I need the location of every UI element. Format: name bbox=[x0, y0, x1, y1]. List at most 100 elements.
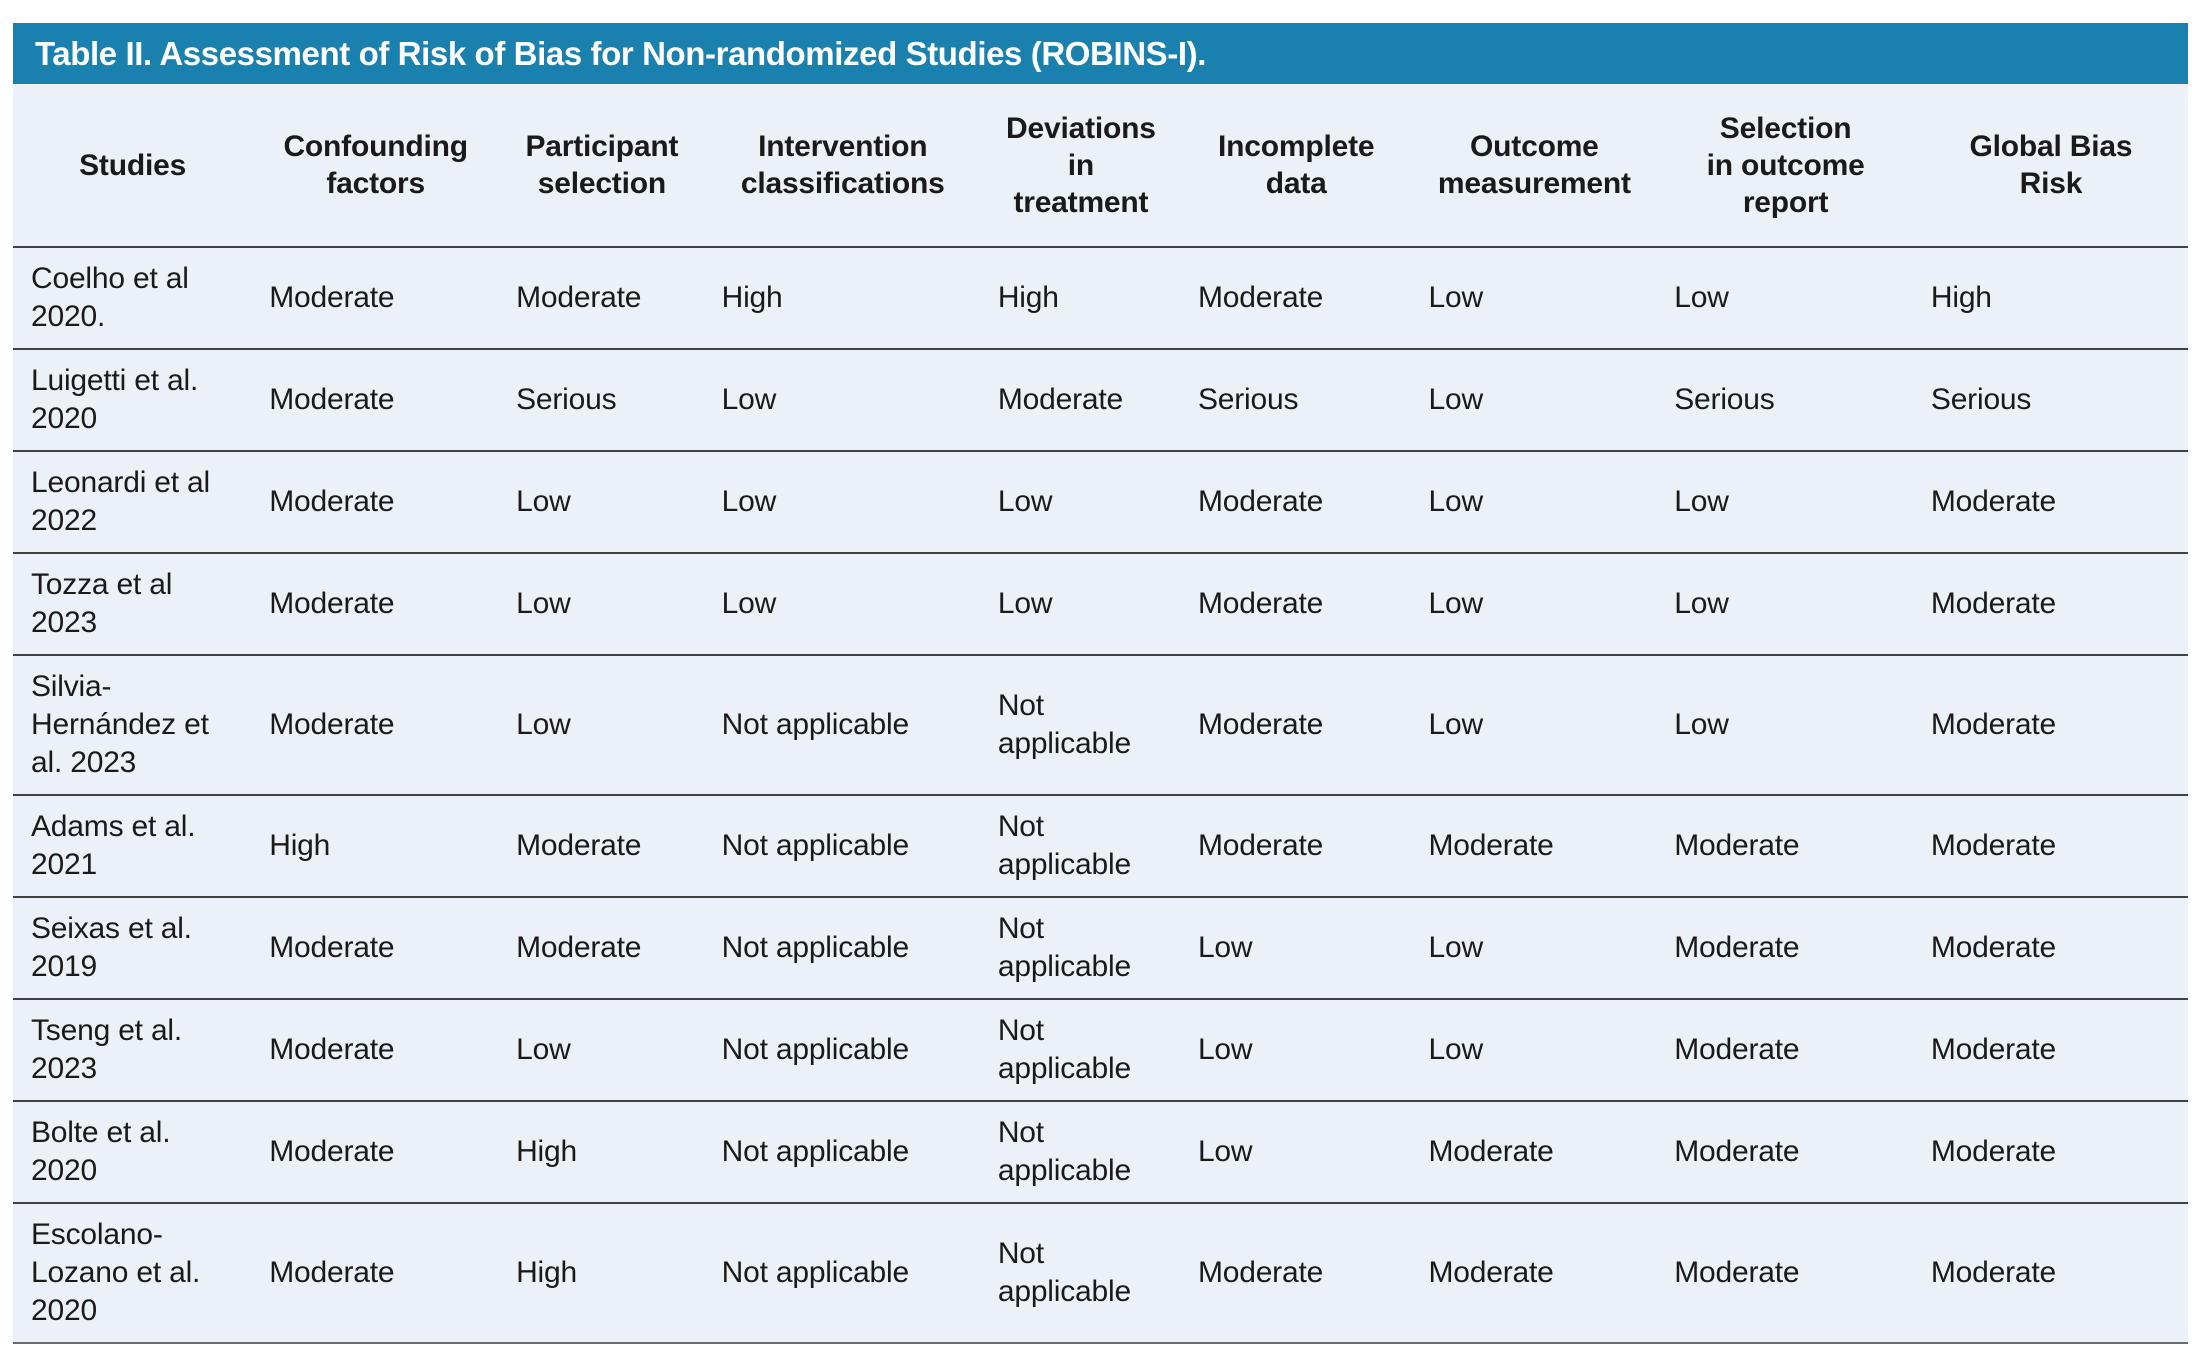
risk-rating-cell: Moderate bbox=[1913, 1100, 2188, 1203]
risk-rating-cell: Serious bbox=[1180, 348, 1412, 451]
risk-rating-cell: Low bbox=[1180, 1100, 1412, 1203]
risk-rating-cell: Moderate bbox=[1180, 794, 1412, 897]
column-header-incomplete-data: Incomplete data bbox=[1218, 130, 1375, 200]
risk-rating-cell: Moderate bbox=[1913, 794, 2188, 897]
risk-rating-cell: Low bbox=[980, 450, 1181, 553]
risk-rating-cell: Low bbox=[499, 450, 705, 553]
risk-rating-cell: Moderate bbox=[252, 654, 500, 795]
study-cell: Luigetti et al. 2020 bbox=[13, 348, 253, 451]
column-header-outcome-measurement: Outcome measurement bbox=[1437, 130, 1631, 200]
risk-rating-cell: Moderate bbox=[499, 246, 705, 349]
risk-rating-cell: Low bbox=[1411, 998, 1658, 1101]
risk-rating-cell: Low bbox=[1657, 552, 1914, 655]
column-header-participant-selection: Participant selection bbox=[525, 130, 679, 200]
risk-rating-cell: Not applicable bbox=[980, 998, 1181, 1101]
study-cell: Tozza et al 2023 bbox=[13, 552, 253, 655]
risk-rating-cell: Low bbox=[1411, 654, 1658, 795]
risk-rating-cell: Not applicable bbox=[704, 1202, 981, 1343]
risk-rating-cell: Low bbox=[1411, 552, 1658, 655]
risk-rating-cell: Moderate bbox=[1180, 552, 1412, 655]
risk-rating-cell: Not applicable bbox=[980, 1100, 1181, 1203]
risk-rating-cell: High bbox=[252, 794, 500, 897]
risk-rating-cell: Moderate bbox=[1657, 794, 1914, 897]
risk-rating-cell: Moderate bbox=[980, 348, 1181, 451]
risk-rating-cell: Moderate bbox=[252, 998, 500, 1101]
risk-rating-cell: Moderate bbox=[1913, 654, 2188, 795]
column-header-intervention-classifications: Intervention classifications bbox=[740, 130, 945, 200]
risk-rating-cell: Low bbox=[704, 552, 981, 655]
risk-rating-cell: Low bbox=[499, 998, 705, 1101]
risk-rating-cell: Low bbox=[1180, 896, 1412, 999]
risk-rating-cell: Moderate bbox=[252, 1202, 500, 1343]
column-header-global-bias-risk: Global Bias Risk bbox=[1969, 130, 2133, 200]
risk-rating-cell: Moderate bbox=[1180, 1202, 1412, 1343]
risk-rating-cell: Moderate bbox=[1913, 998, 2188, 1101]
risk-rating-cell: Moderate bbox=[1657, 896, 1914, 999]
risk-rating-cell: Moderate bbox=[1913, 450, 2188, 553]
risk-rating-cell: Low bbox=[1657, 450, 1914, 553]
risk-rating-cell: Low bbox=[1411, 896, 1658, 999]
study-cell: Silvia- Hernández et al. 2023 bbox=[13, 654, 253, 795]
risk-rating-cell: Moderate bbox=[252, 1100, 500, 1203]
study-cell: Adams et al. 2021 bbox=[13, 794, 253, 897]
risk-rating-cell: Moderate bbox=[499, 896, 705, 999]
risk-rating-cell: Low bbox=[1657, 654, 1914, 795]
risk-rating-cell: Serious bbox=[1657, 348, 1914, 451]
risk-rating-cell: Moderate bbox=[1657, 998, 1914, 1101]
risk-rating-cell: Moderate bbox=[1913, 896, 2188, 999]
column-header-confounding-factors: Confounding factors bbox=[283, 130, 468, 200]
table-row: Luigetti et al. 2020 Moderate Serious Low Mo… bbox=[13, 348, 2188, 451]
risk-rating-cell: Not applicable bbox=[980, 794, 1181, 897]
study-cell: Leonardi et al 2022 bbox=[13, 450, 253, 553]
table-title-bar: Table II. Assessment of Risk of Bias for… bbox=[13, 23, 2188, 84]
risk-rating-cell: Moderate bbox=[1180, 654, 1412, 795]
column-header-selection-in-outcome-report: Selection in outcome report bbox=[1706, 111, 1865, 219]
table-title: Table II. Assessment of Risk of Bias for… bbox=[35, 34, 1207, 72]
risk-rating-cell: Moderate bbox=[1411, 1202, 1658, 1343]
table-row: Seixas et al. 2019 Moderate Moderate Not ap… bbox=[13, 896, 2188, 999]
table-row: Leonardi et al 2022 Moderate Low Low Low Mode… bbox=[13, 450, 2188, 553]
study-cell: Seixas et al. 2019 bbox=[13, 896, 253, 999]
risk-rating-cell: Moderate bbox=[252, 552, 500, 655]
risk-rating-cell: Moderate bbox=[1657, 1100, 1914, 1203]
table-row: Coelho et al 2020. Moderate Moderate High Hi… bbox=[13, 246, 2188, 349]
study-cell: Bolte et al. 2020 bbox=[13, 1100, 253, 1203]
risk-rating-cell: Not applicable bbox=[704, 1100, 981, 1203]
risk-rating-cell: Moderate bbox=[1411, 1100, 1658, 1203]
risk-rating-cell: Moderate bbox=[1913, 552, 2188, 655]
table-row: Tseng et al. 2023 Moderate Low Not applicab… bbox=[13, 998, 2188, 1101]
risk-rating-cell: Low bbox=[1411, 450, 1658, 553]
risk-rating-cell: High bbox=[499, 1202, 705, 1343]
risk-rating-cell: Moderate bbox=[252, 246, 500, 349]
table-body: Coelho et al 2020. Moderate Moderate High Hi… bbox=[13, 246, 2188, 1343]
risk-rating-cell: Not applicable bbox=[704, 794, 981, 897]
risk-rating-cell: Moderate bbox=[1180, 450, 1412, 553]
study-cell: Tseng et al. 2023 bbox=[13, 998, 253, 1101]
table-row: Bolte et al. 2020 Moderate High Not applica… bbox=[13, 1100, 2188, 1203]
column-header-studies: Studies bbox=[79, 148, 187, 182]
header-row: Studies Confounding factors Participant … bbox=[13, 84, 2188, 247]
risk-rating-cell: Low bbox=[1411, 246, 1658, 349]
risk-rating-cell: Low bbox=[704, 348, 981, 451]
risk-rating-cell: Moderate bbox=[1180, 246, 1412, 349]
robins-risk-of-bias-table: Studies Confounding factors Participant … bbox=[13, 84, 2188, 1344]
risk-rating-cell: Not applicable bbox=[704, 998, 981, 1101]
risk-rating-cell: Moderate bbox=[1411, 794, 1658, 897]
table-row: Escolano- Lozano et al. 2020 Moderate High… bbox=[13, 1202, 2188, 1343]
risk-rating-cell: High bbox=[499, 1100, 705, 1203]
risk-rating-cell: Moderate bbox=[499, 794, 705, 897]
risk-rating-cell: Moderate bbox=[1913, 1202, 2188, 1343]
table-row: Adams et al. 2021 High Moderate Not applica… bbox=[13, 794, 2188, 897]
risk-rating-cell: High bbox=[980, 246, 1181, 349]
risk-rating-cell: Not applicable bbox=[980, 654, 1181, 795]
risk-rating-cell: Low bbox=[1180, 998, 1412, 1101]
risk-rating-cell: Low bbox=[499, 552, 705, 655]
risk-rating-cell: Low bbox=[980, 552, 1181, 655]
risk-rating-cell: Low bbox=[499, 654, 705, 795]
risk-rating-cell: Low bbox=[704, 450, 981, 553]
table-row: Silvia- Hernández et al. 2023 Moderate Low… bbox=[13, 654, 2188, 795]
risk-rating-cell: Moderate bbox=[1657, 1202, 1914, 1343]
risk-rating-cell: Not applicable bbox=[980, 1202, 1181, 1343]
risk-rating-cell: High bbox=[704, 246, 981, 349]
